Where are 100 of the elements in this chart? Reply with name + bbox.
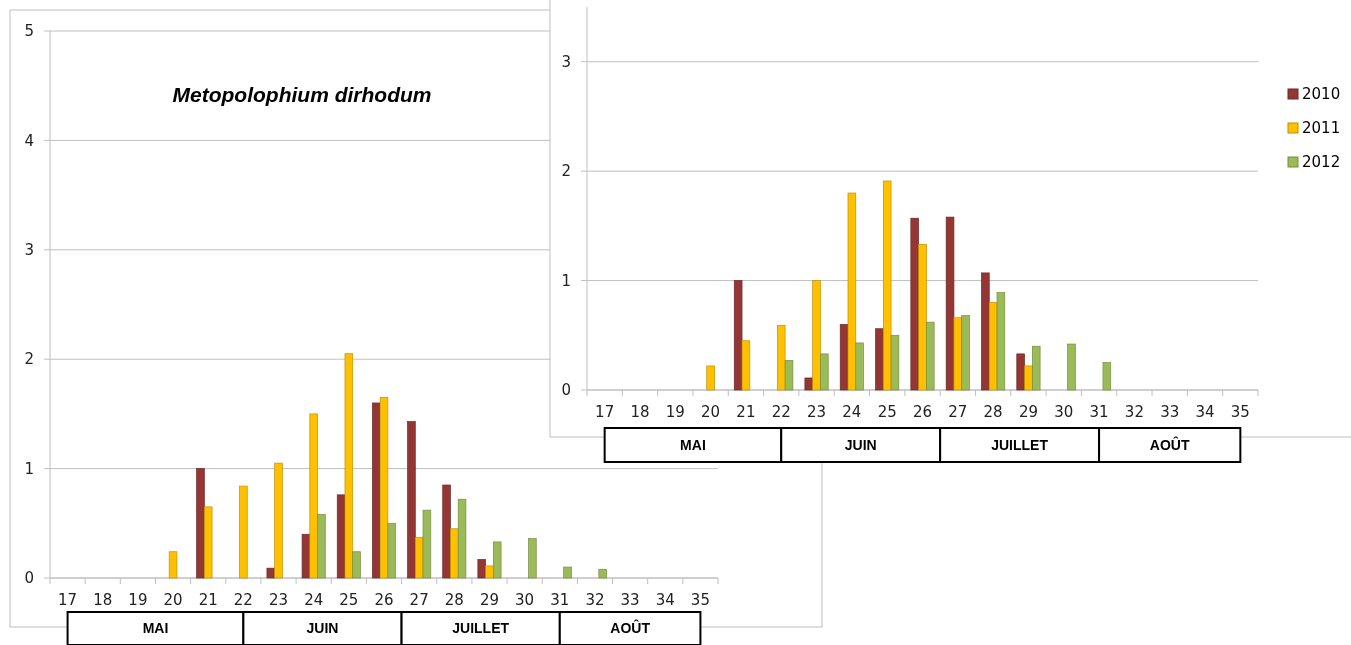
bar: [492, 541, 502, 579]
bar: [875, 328, 884, 391]
bar: [733, 280, 743, 391]
bar: [239, 485, 248, 579]
x-tick-label: 29: [1018, 403, 1038, 421]
bar: [784, 360, 794, 391]
x-tick-label: 19: [665, 403, 685, 421]
x-tick-label: 18: [93, 591, 113, 609]
x-tick-label: 22: [771, 403, 791, 421]
bar: [926, 321, 935, 391]
bar: [317, 514, 326, 579]
bar: [1016, 353, 1025, 391]
bar: [777, 325, 786, 391]
bar: [1024, 365, 1033, 391]
y-tick-label: 3: [24, 241, 34, 260]
bar: [1031, 345, 1041, 391]
x-tick-label: 30: [1054, 403, 1074, 421]
bar: [847, 192, 857, 391]
bar: [442, 484, 451, 579]
bar: [422, 509, 432, 579]
y-tick-label: 2: [561, 162, 571, 181]
text: JUILLET: [452, 620, 510, 637]
x-tick-label: 20: [163, 591, 183, 609]
bar: [882, 180, 892, 391]
bar: [741, 340, 751, 391]
bar: [981, 272, 990, 391]
y-tick-label: 5: [24, 22, 34, 41]
x-tick-label: 31: [550, 591, 570, 609]
bar: [945, 216, 955, 391]
bar: [266, 567, 276, 579]
text: MAI: [142, 620, 169, 637]
y-tick-label: 1: [24, 459, 34, 478]
x-tick-label: 20: [701, 403, 721, 421]
bar: [477, 559, 486, 579]
bar: [301, 533, 311, 579]
x-tick-label: 33: [620, 591, 640, 609]
bar: [910, 217, 919, 391]
bar: [203, 506, 213, 579]
x-tick-label: 29: [479, 591, 500, 609]
legend-label: 2010: [1302, 85, 1341, 104]
bar: [953, 317, 963, 391]
text: AOÛT: [1149, 435, 1190, 453]
x-tick-label: 26: [912, 403, 933, 421]
text: JUIN: [844, 436, 877, 453]
bar: [563, 566, 572, 579]
bar: [196, 468, 205, 579]
x-tick-label: 21: [736, 403, 756, 421]
bar: [706, 365, 715, 391]
x-tick-label: 25: [877, 403, 897, 421]
bar: [1102, 362, 1112, 391]
x-tick-label: 22: [233, 591, 253, 609]
x-tick-label: 34: [1195, 403, 1215, 421]
x-tick-label: 23: [807, 403, 827, 421]
y-tick-label: 0: [561, 381, 571, 400]
x-tick-label: 34: [655, 591, 675, 609]
text: AOÛT: [610, 619, 651, 637]
x-tick-label: 24: [304, 591, 324, 609]
bar: [407, 421, 416, 579]
y-tick-label: 2: [24, 350, 34, 369]
bar: [344, 353, 354, 579]
bar: [820, 353, 829, 391]
bar: [309, 413, 318, 579]
bar: [996, 292, 1006, 391]
text: JUILLET: [991, 436, 1049, 453]
x-tick-label: 24: [842, 403, 862, 421]
y-tick-label: 4: [24, 131, 34, 150]
text: JUIN: [306, 620, 339, 637]
x-tick-label: 27: [948, 403, 968, 421]
x-tick-label: 31: [1089, 403, 1109, 421]
bar: [890, 334, 900, 391]
bar: [961, 315, 970, 391]
y-tick-label: 0: [24, 569, 34, 588]
bar: [855, 342, 864, 391]
annotation: MAI: [680, 436, 706, 453]
x-tick-label: 35: [690, 591, 710, 609]
bar: [168, 551, 178, 579]
legend-label: 2012: [1302, 153, 1341, 172]
bar: [1067, 343, 1076, 391]
x-tick-label: 17: [58, 591, 78, 609]
x-tick-label: 30: [515, 591, 535, 609]
x-tick-label: 33: [1160, 403, 1180, 421]
y-tick-label: 1: [561, 271, 571, 290]
x-tick-label: 17: [595, 403, 615, 421]
x-tick-label: 26: [374, 591, 394, 609]
bar: [387, 522, 396, 579]
x-tick-label: 21: [198, 591, 218, 609]
text: Metopolophium dirhodum: [172, 83, 432, 106]
y-tick-label: 3: [561, 52, 571, 71]
x-tick-label: 18: [630, 403, 650, 421]
bar: [485, 565, 494, 579]
x-tick-label: 23: [268, 591, 289, 609]
x-tick-label: 32: [585, 591, 605, 609]
bar: [598, 568, 607, 579]
bar: [804, 377, 814, 391]
x-tick-label: 27: [409, 591, 429, 609]
x-tick-label: 35: [1230, 403, 1250, 421]
x-tick-label: 28: [983, 403, 1003, 421]
legend-label: 2011: [1302, 119, 1341, 138]
x-tick-label: 19: [128, 591, 148, 609]
bar: [379, 397, 389, 579]
